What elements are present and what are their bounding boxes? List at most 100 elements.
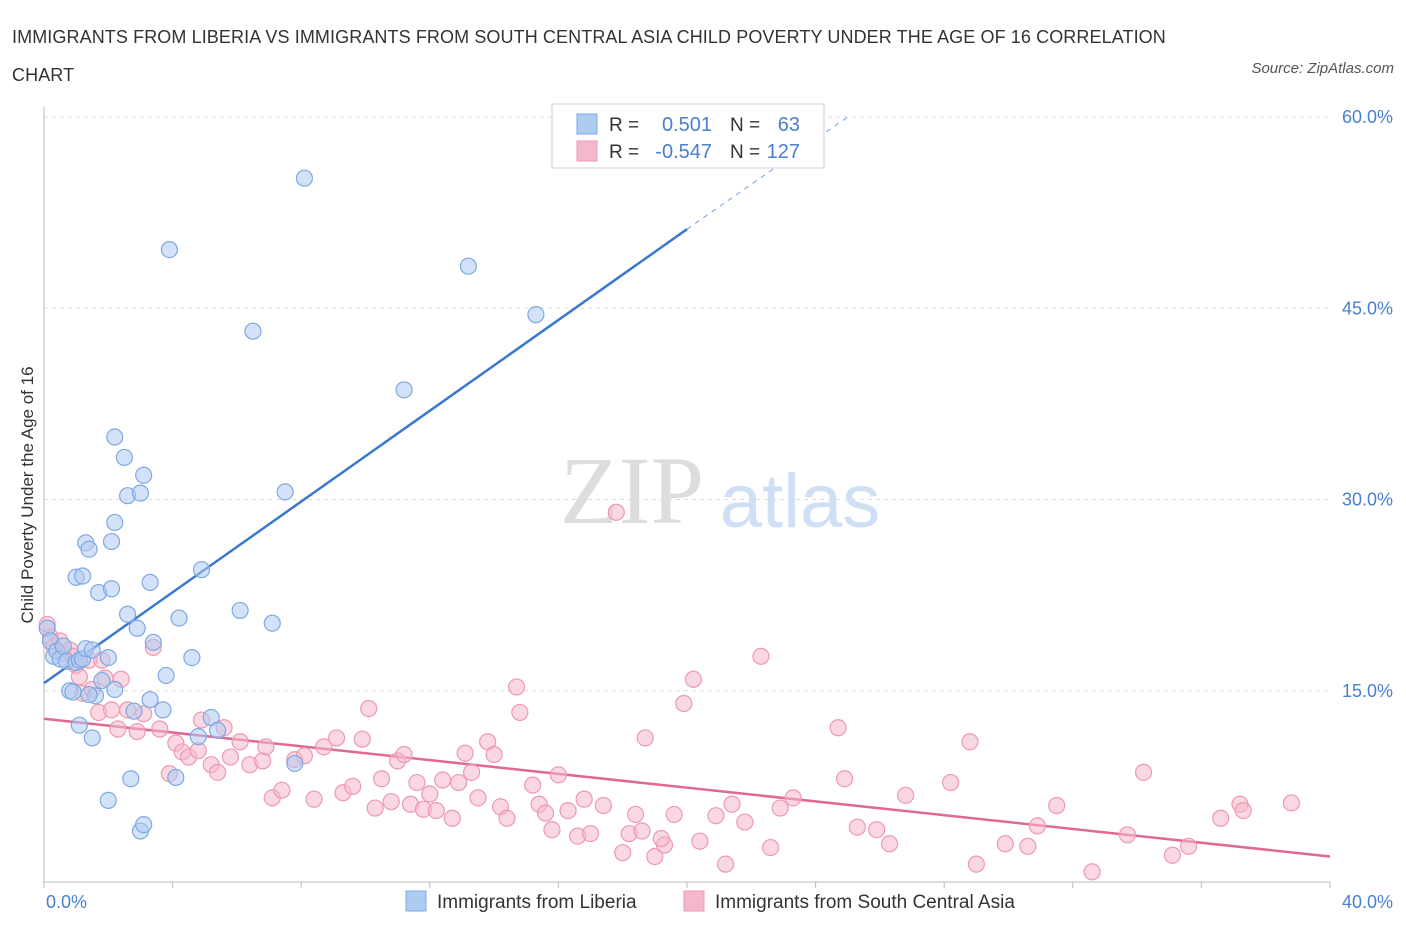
- chart-title: IMMIGRANTS FROM LIBERIA VS IMMIGRANTS FR…: [12, 27, 1166, 85]
- sca-point: [1212, 809, 1230, 827]
- liberia-point: [80, 685, 98, 704]
- sca-point: [961, 733, 979, 751]
- sca-point: [646, 847, 664, 866]
- sca-point: [408, 773, 426, 792]
- sca-point: [360, 699, 378, 718]
- sca-point: [543, 821, 561, 839]
- series-legend: Immigrants from Liberia Immigrants from S…: [405, 890, 1015, 913]
- sca-point: [524, 776, 542, 794]
- liberia-point: [64, 683, 82, 701]
- sca-point: [327, 729, 346, 747]
- sca-trend-line: [43, 717, 1331, 858]
- sca-point: [996, 835, 1014, 853]
- liberia-point: [276, 483, 294, 501]
- sca-point: [897, 786, 915, 804]
- y-tick-label: 15.0%: [1342, 681, 1393, 701]
- sca-point: [707, 807, 725, 825]
- sca-point: [752, 647, 770, 665]
- sca-point: [450, 773, 468, 792]
- sca-point: [462, 763, 481, 781]
- liberia-point: [157, 666, 175, 685]
- sca-point: [305, 790, 323, 808]
- stats-legend: R = 0.501 N = 63 R = -0.547 N = 127: [551, 103, 825, 169]
- sca-point: [70, 668, 88, 686]
- sca-point: [636, 729, 654, 747]
- liberia-point: [170, 609, 188, 627]
- liberia-point: [459, 257, 477, 275]
- liberia-trend-line: [43, 228, 688, 685]
- y-tick-label: 30.0%: [1342, 490, 1393, 510]
- sca-point: [273, 781, 291, 799]
- series-legend-swatch: [405, 890, 427, 912]
- sca-point: [684, 670, 703, 688]
- liberia-point: [115, 448, 133, 467]
- sca-point: [128, 722, 146, 741]
- liberia-point: [192, 561, 211, 579]
- sca-point: [536, 804, 555, 822]
- axes: [43, 107, 1331, 888]
- stats-legend-swatch: [576, 113, 598, 135]
- sca-point: [221, 748, 240, 766]
- sca-point: [395, 745, 413, 764]
- liberia-point: [118, 605, 137, 623]
- sca-point: [829, 719, 847, 737]
- sca-point: [594, 796, 613, 815]
- n-value: 127: [767, 141, 800, 163]
- sca-point: [1163, 846, 1182, 864]
- sca-point: [723, 795, 741, 813]
- sca-point: [1179, 837, 1198, 855]
- y-tick-label: 60.0%: [1342, 107, 1393, 127]
- liberia-point: [135, 816, 153, 834]
- sca-point: [209, 763, 227, 781]
- sca-point: [434, 771, 452, 789]
- watermark: ZIP atlas: [560, 437, 880, 544]
- liberia-point: [189, 728, 207, 746]
- liberia-point: [286, 754, 304, 773]
- sca-point: [1234, 801, 1252, 820]
- liberia-point: [141, 691, 159, 709]
- n-value: 63: [778, 114, 800, 136]
- liberia-point: [93, 671, 111, 690]
- sca-point: [1118, 826, 1137, 844]
- r-value: 0.501: [662, 114, 712, 136]
- liberia-point: [122, 770, 140, 788]
- sca-point: [109, 720, 127, 738]
- sca-point: [102, 701, 121, 719]
- sca-point: [736, 813, 754, 831]
- stats-legend-swatch: [576, 140, 598, 162]
- n-label: N =: [730, 142, 760, 163]
- sca-point: [1134, 763, 1153, 781]
- sca-point: [508, 678, 526, 696]
- liberia-point: [80, 540, 98, 558]
- sca-point: [614, 844, 632, 862]
- watermark-atlas: atlas: [720, 459, 881, 544]
- liberia-point: [70, 716, 88, 734]
- liberia-point: [295, 169, 314, 187]
- sca-point: [1083, 863, 1101, 881]
- sca-point: [652, 830, 670, 848]
- sca-point: [633, 822, 651, 840]
- liberia-point: [135, 466, 153, 484]
- liberia-point: [54, 637, 72, 655]
- liberia-point: [527, 306, 545, 324]
- liberia-point: [99, 648, 117, 667]
- sca-point: [607, 503, 625, 521]
- sca-point: [231, 733, 249, 751]
- liberia-point: [102, 580, 121, 598]
- x-tick-label: 0.0%: [46, 892, 87, 912]
- watermark-zip: ZIP: [560, 437, 704, 544]
- sca-point: [485, 745, 503, 764]
- r-label: R =: [609, 115, 639, 136]
- sca-point: [421, 785, 439, 803]
- series-legend-swatch: [683, 890, 705, 912]
- sca-point: [1282, 794, 1301, 812]
- r-value: -0.547: [655, 141, 712, 163]
- liberia-point: [106, 513, 124, 532]
- sca-point: [575, 790, 593, 808]
- sca-point: [511, 703, 529, 722]
- liberia-point: [209, 721, 227, 739]
- sca-point: [761, 838, 780, 857]
- sca-point: [372, 770, 391, 788]
- liberia-point: [106, 428, 124, 446]
- sca-point: [382, 793, 400, 811]
